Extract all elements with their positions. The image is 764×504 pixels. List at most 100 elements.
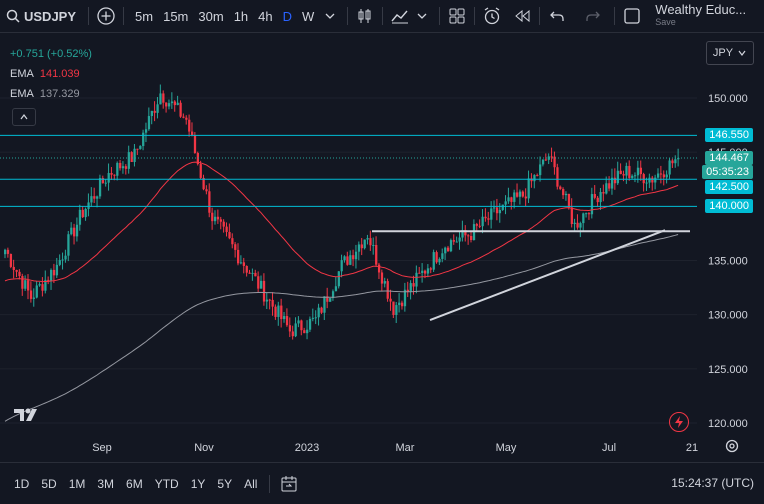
range-1d[interactable]: 1D — [14, 476, 30, 491]
candle-body — [590, 194, 594, 215]
undo-icon[interactable] — [546, 5, 568, 27]
currency-selector[interactable]: JPY — [706, 41, 754, 65]
candle-body — [107, 173, 110, 183]
collapse-legend-button[interactable] — [12, 108, 36, 126]
chevron-down-icon[interactable] — [411, 5, 433, 27]
candle-body — [110, 173, 113, 175]
candle-body — [386, 281, 389, 299]
candle-body — [291, 331, 294, 337]
replay-icon[interactable] — [511, 5, 533, 27]
range-3m[interactable]: 3M — [97, 476, 115, 491]
add-symbol-icon[interactable] — [95, 5, 117, 27]
candle-body — [470, 235, 473, 240]
chevron-up-icon — [20, 114, 28, 120]
gear-icon[interactable] — [724, 438, 740, 454]
redo-icon[interactable] — [582, 5, 604, 27]
candle-body — [645, 182, 648, 184]
timeframe-4h[interactable]: 4h — [258, 8, 273, 24]
bolt-icon[interactable] — [669, 412, 689, 432]
timeframe-w[interactable]: W — [302, 8, 315, 24]
candle-body — [329, 298, 332, 302]
candle-body — [567, 193, 571, 208]
trend-drawings — [372, 229, 690, 322]
range-1y[interactable]: 1Y — [190, 476, 206, 491]
candle-body — [231, 238, 234, 245]
fullscreen-icon[interactable] — [621, 5, 643, 27]
candle-body — [113, 174, 116, 176]
range-all[interactable]: All — [244, 476, 258, 491]
legend: +0.751 (+0.52%) EMA 141.039 EMA 137.329 — [10, 44, 92, 104]
candle-body — [219, 219, 223, 222]
timeframe-5m[interactable]: 5m — [135, 8, 154, 24]
candle-body — [87, 202, 90, 209]
candle-body — [150, 110, 153, 117]
tradingview-logo[interactable] — [14, 407, 42, 423]
utc-clock[interactable]: 15:24:37 (UTC) — [671, 475, 754, 490]
divider — [614, 7, 616, 25]
timeframe-d[interactable]: D — [282, 8, 293, 24]
candle-body — [277, 305, 280, 317]
candle-body — [389, 298, 392, 302]
candle-body — [317, 307, 320, 318]
candle-body — [147, 116, 151, 130]
candle-body — [377, 264, 381, 273]
candle-body — [369, 238, 372, 246]
candle-body — [98, 178, 102, 197]
candle-body — [27, 280, 30, 291]
candle-body — [116, 162, 119, 176]
candle-body — [464, 229, 467, 236]
candle-body — [550, 156, 553, 158]
price-axis: 150.000145.000135.000130.000125.000120.0… — [708, 93, 748, 430]
candle-body — [467, 235, 470, 237]
candle-body — [363, 239, 366, 249]
candle-body — [320, 307, 323, 313]
bottom-toolbar: 1D 5D 1M 3M 6M YTD 1Y 5Y All — [0, 462, 764, 504]
ema-lines — [4, 161, 679, 422]
range-5d[interactable]: 5D — [41, 476, 57, 491]
candle-body — [303, 330, 306, 334]
candle-body — [662, 174, 666, 178]
range-ytd[interactable]: YTD — [154, 476, 179, 491]
range-5y[interactable]: 5Y — [217, 476, 233, 491]
candle-body — [478, 225, 481, 227]
indicators-icon[interactable] — [389, 5, 411, 27]
candle-body — [288, 325, 292, 332]
ema-fast-row[interactable]: EMA 141.039 — [10, 64, 92, 84]
candle-body — [400, 302, 404, 307]
ema-slow-row[interactable]: EMA 137.329 — [10, 84, 92, 104]
candle-body — [510, 197, 513, 202]
alert-icon[interactable] — [481, 5, 503, 27]
candle-body — [199, 164, 202, 178]
candles-icon[interactable] — [354, 5, 376, 27]
symbol-search[interactable]: USDJPY — [0, 0, 76, 32]
timeframe-1h[interactable]: 1h — [233, 8, 249, 24]
timeframe-15m[interactable]: 15m — [163, 8, 189, 24]
candle-body — [136, 148, 139, 150]
candle-body — [395, 305, 398, 315]
candle-body — [159, 93, 162, 105]
candle-body — [418, 272, 421, 274]
candle-body — [582, 213, 585, 224]
candle-body — [245, 265, 248, 273]
candle-body — [234, 244, 237, 250]
candle-body — [665, 174, 668, 178]
candle-body — [196, 153, 200, 165]
price-chart[interactable]: 150.000145.000135.000130.000125.000120.0… — [0, 33, 764, 461]
candle-body — [61, 259, 64, 261]
candle-body — [493, 207, 496, 209]
layouts-icon[interactable] — [446, 5, 468, 27]
candle-body — [406, 289, 409, 292]
candle-body — [173, 101, 176, 106]
date-range-icon[interactable] — [276, 475, 302, 493]
divider — [123, 7, 125, 25]
range-6m[interactable]: 6M — [126, 476, 143, 491]
range-1m[interactable]: 1M — [68, 476, 86, 491]
chevron-down-icon[interactable] — [319, 5, 341, 27]
candle-body — [15, 269, 18, 272]
candle-body — [84, 208, 87, 218]
candle-body — [383, 281, 386, 284]
candle-body — [101, 178, 105, 184]
time-tick-label: Sep — [92, 442, 112, 454]
timeframe-30m[interactable]: 30m — [198, 8, 224, 24]
account-save-button[interactable]: Wealthy Educ... Save — [655, 0, 746, 32]
